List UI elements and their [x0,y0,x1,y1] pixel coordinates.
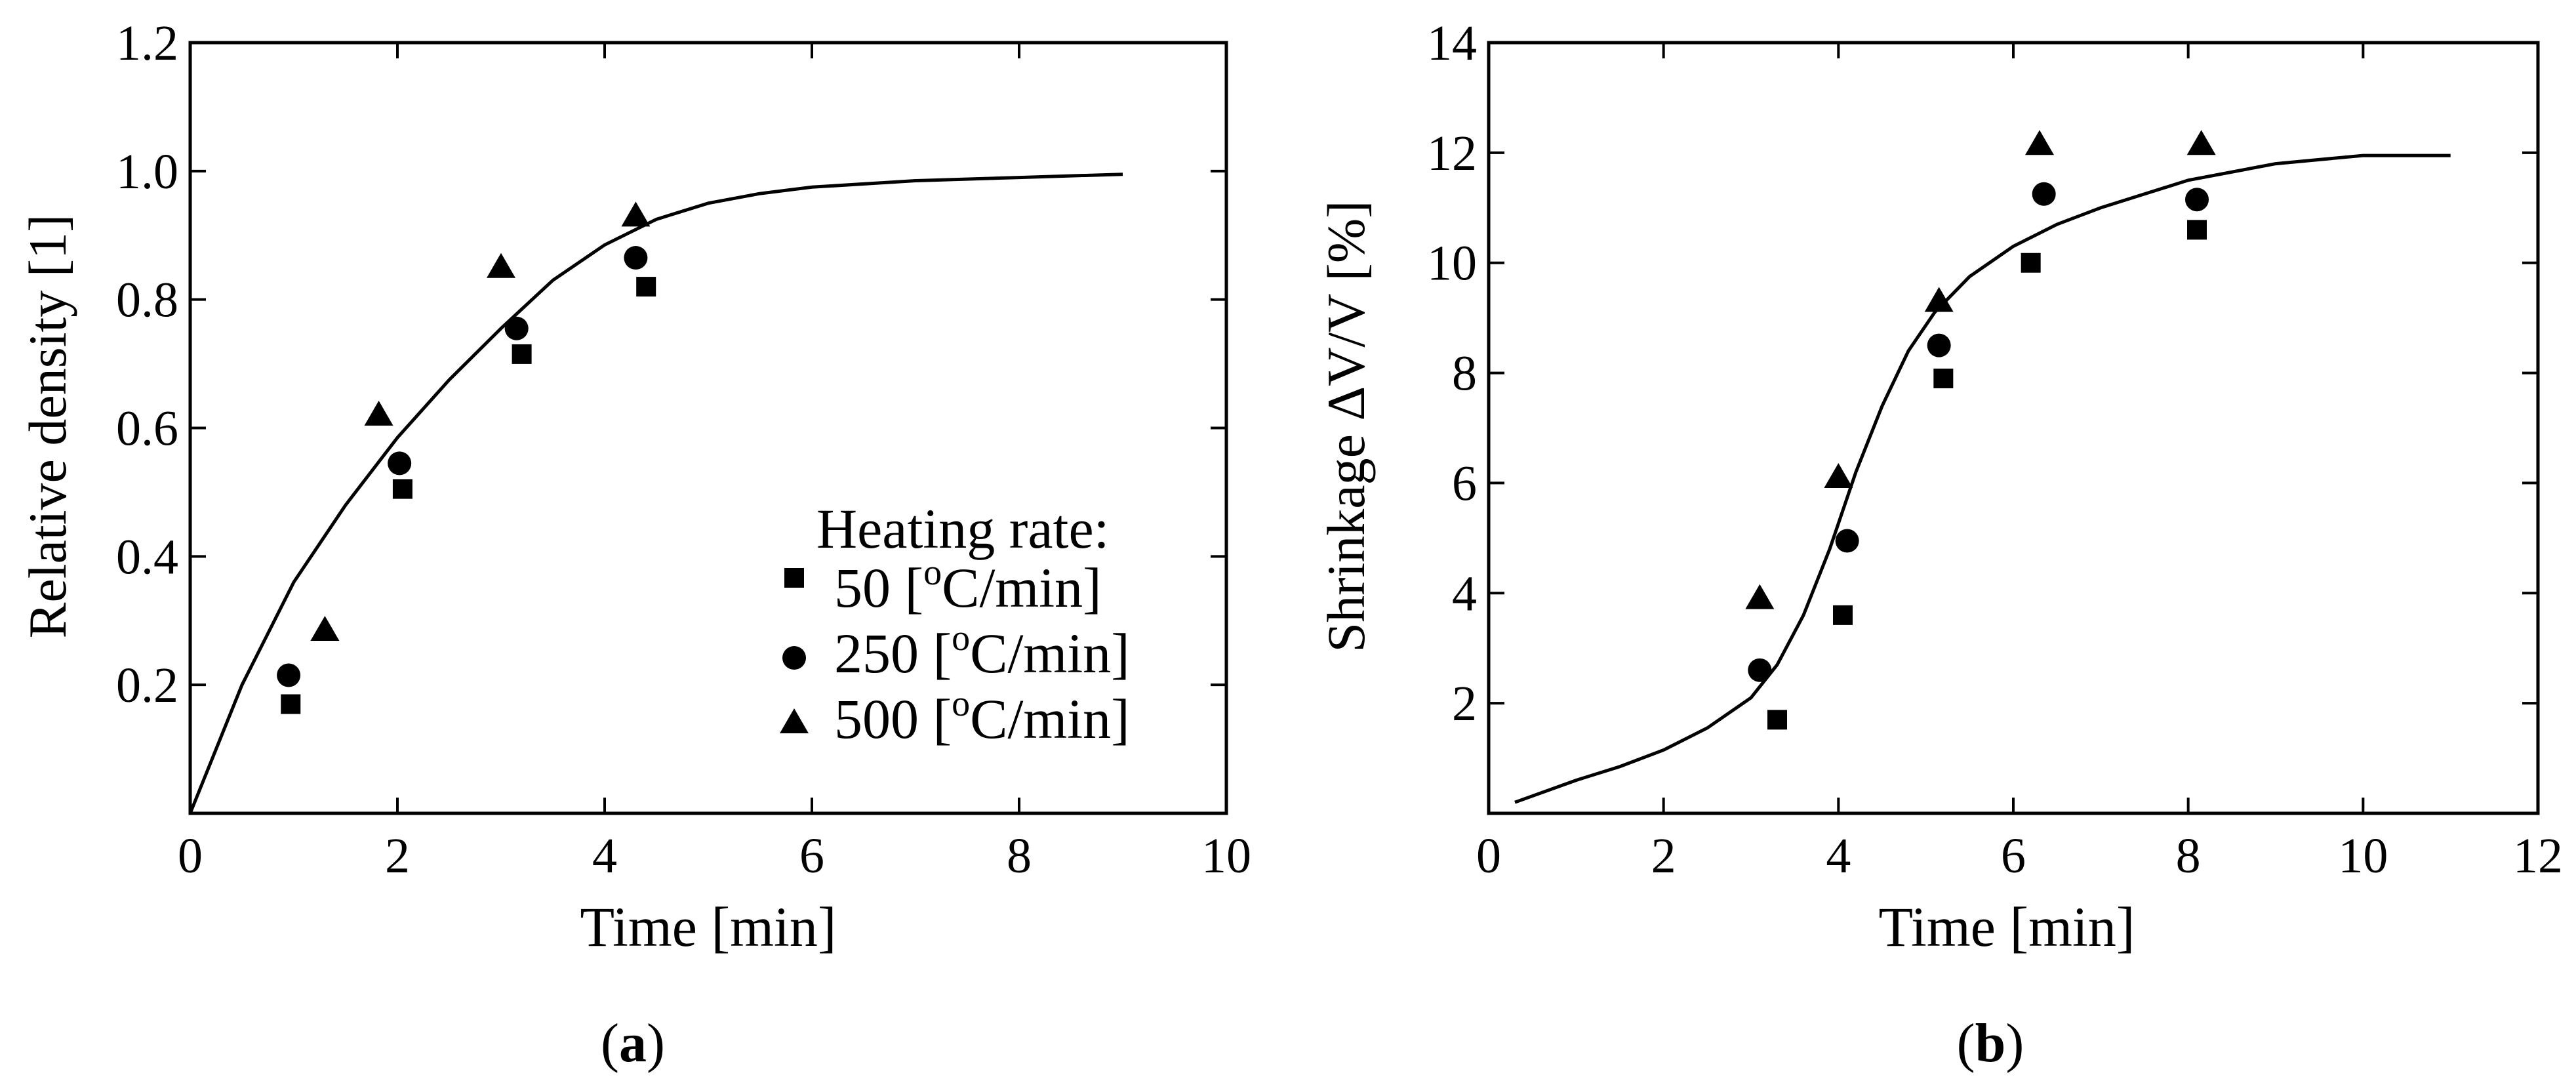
data-point-circle [1748,658,1772,682]
legend-value-50: 50 [ [834,556,923,619]
points-b [1745,130,2216,730]
x-tick-label: 4 [1826,828,1851,884]
panel-letter-b: b [1975,1013,2006,1074]
chart-panel-a: 0 2 4 6 8 10 0.2 0.4 0.6 0.8 1.0 1.2 Time [min] Rel… [18,16,1251,1074]
y-tick-label: 10 [1427,236,1477,291]
legend-entry-500: 500 [oC/min] [780,683,1130,750]
x-tick-label: 4 [592,828,617,884]
x-axis-label-b: Time [min] [1878,895,2135,958]
x-tick-label: 8 [2176,828,2201,884]
x-axis-label-a: Time [min] [580,895,836,958]
x-tick-label: 6 [799,828,824,884]
legend-unit-500: C/min] [970,687,1130,750]
y-tick-label: 8 [1452,346,1477,401]
x-tick-label: 8 [1007,828,1032,884]
legend-value-250: 250 [ [834,622,952,685]
y-tick-label: 1.2 [116,16,178,71]
y-tick-label: 0.6 [116,401,178,457]
legend-label-250: 250 [oC/min] [834,618,1130,685]
legend-unit-50: C/min] [942,556,1102,619]
data-point-circle [277,663,301,687]
data-point-circle [388,451,412,476]
legend-entry-50: 50 [oC/min] [784,552,1102,619]
y-tick-label: 14 [1427,16,1477,71]
data-point-triangle [1924,287,1954,312]
y-tick-label: 0.2 [116,658,178,713]
fit-curve [1514,153,2451,804]
legend-entry-250: 250 [oC/min] [782,618,1130,685]
fit-curve-group-a [188,173,1123,814]
data-point-square [636,277,656,297]
x-tick-label: 10 [2338,828,2388,884]
data-point-circle [624,246,648,270]
legend-circle-marker [782,646,806,670]
plot-frame-b [1487,41,2540,815]
x-tick-label: 0 [1476,828,1501,884]
x-tick-label: 10 [1201,828,1251,884]
legend-triangle-marker [780,708,809,733]
data-point-square [1833,605,1853,625]
y-tick-label: 6 [1452,456,1477,511]
data-point-square [2021,253,2041,273]
legend-title: Heating rate: [816,497,1110,560]
data-point-circle [1835,529,1859,553]
data-point-square [512,344,532,364]
data-point-triangle [621,201,651,227]
legend-a: Heating rate: 50 [oC/min] 250 [oC/min] 5… [780,497,1130,750]
data-point-square [281,694,301,714]
x-tick-label: 0 [178,828,203,884]
data-point-triangle [364,400,393,426]
x-tick-label: 12 [2513,828,2563,884]
data-point-circle [1927,333,1951,357]
data-point-triangle [2186,130,2216,155]
points-a [277,201,656,714]
legend-sup-250: o [952,618,970,659]
x-tick-label: 2 [385,828,410,884]
data-point-triangle [1745,584,1775,609]
data-point-square [2187,220,2207,240]
data-point-triangle [1824,463,1853,489]
legend-value-500: 500 [ [834,687,952,750]
data-point-triangle [2025,130,2054,155]
data-point-square [1933,368,1954,388]
y-axis-label-a: Relative density [1] [18,214,77,639]
y-tick-label: 0.4 [116,529,178,584]
panel-letter-a: a [619,1013,647,1074]
chart-panel-b: 0 2 4 6 8 10 12 2 4 6 8 10 12 14 Time [min] Shrinkage… [1316,16,2563,1074]
x-tick-label: 2 [1651,828,1676,884]
y-tick-label: 2 [1452,676,1477,731]
y-tick-label: 0.8 [116,273,178,328]
x-tick-label: 6 [2001,828,2026,884]
data-point-triangle [310,615,340,641]
panel-label-a: (a) [601,1013,665,1074]
y-tick-label: 4 [1452,566,1477,621]
legend-square-marker [784,568,804,588]
legend-label-500: 500 [oC/min] [834,683,1130,750]
ticks-a: 0 2 4 6 8 10 0.2 0.4 0.6 0.8 1.0 1.2 [116,16,1251,884]
panel-label-b: (b) [1957,1013,2024,1074]
data-point-square [392,479,413,499]
y-tick-label: 12 [1427,126,1477,181]
data-point-triangle [487,253,515,278]
data-point-circle [2032,182,2056,206]
ticks-b: 0 2 4 6 8 10 12 2 4 6 8 10 12 14 [1427,16,2563,884]
legend-sup-50: o [923,552,942,593]
data-point-circle [2185,188,2209,212]
legend-unit-250: C/min] [970,622,1130,685]
y-axis-label-b: Shrinkage ΔV/V [%] [1316,201,1376,653]
y-tick-label: 1.0 [116,144,178,199]
data-point-square [1767,710,1787,730]
fit-curve-group-b [1514,153,2451,804]
legend-sup-500: o [952,683,970,724]
fit-curve [188,173,1123,814]
legend-label-50: 50 [oC/min] [834,552,1102,619]
data-point-circle [504,316,529,340]
